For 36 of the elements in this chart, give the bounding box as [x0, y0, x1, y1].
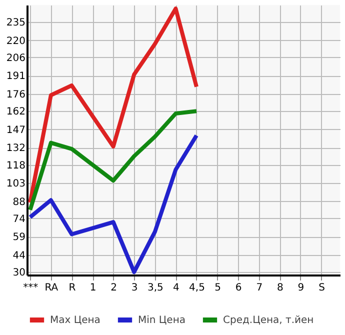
legend-label: Сред.Цена, т.йен: [223, 315, 314, 326]
x-tick-label: S: [318, 282, 325, 294]
x-tick-label: RA: [44, 282, 58, 294]
y-tick-label: 206: [6, 52, 26, 64]
y-tick-label: 176: [6, 90, 26, 101]
x-tick-label: 4,5: [189, 282, 205, 294]
y-tick-label: 220: [6, 36, 26, 47]
x-tick-label: 1: [90, 282, 96, 294]
y-tick-label: 44: [12, 250, 26, 262]
x-tick-label: 6: [235, 282, 242, 294]
y-tick-label: 118: [6, 160, 26, 172]
x-tick-label: 7: [256, 282, 263, 294]
y-tick-label: 88: [12, 196, 26, 208]
y-tick-label: 191: [6, 71, 26, 82]
x-tick-label: 3: [131, 282, 138, 294]
y-tick-label: 30: [12, 268, 26, 279]
x-tick-label: 3,5: [147, 282, 164, 294]
x-tick-label: ***: [23, 282, 38, 294]
line-series: [28, 6, 198, 205]
y-tick-label: 162: [6, 106, 26, 118]
y-tick-label: 74: [12, 214, 26, 225]
y-tick-label: 235: [6, 18, 26, 29]
x-tick-label: 8: [277, 282, 284, 294]
y-tick-label: 132: [6, 143, 26, 154]
line-series: [28, 133, 198, 274]
legend-label: Min Цена: [138, 315, 186, 326]
x-tick-label: 4: [173, 282, 180, 294]
x-tick-label: 2: [110, 282, 117, 294]
y-tick-label: 147: [6, 124, 26, 136]
x-tick-label: R: [68, 282, 76, 294]
y-tick-label: 103: [6, 178, 26, 190]
x-tick-label: 5: [214, 282, 221, 294]
x-tick-label: 9: [298, 282, 304, 294]
line-series: [28, 109, 198, 212]
y-tick-label: 59: [12, 232, 26, 244]
legend-label: Max Цена: [50, 315, 100, 326]
